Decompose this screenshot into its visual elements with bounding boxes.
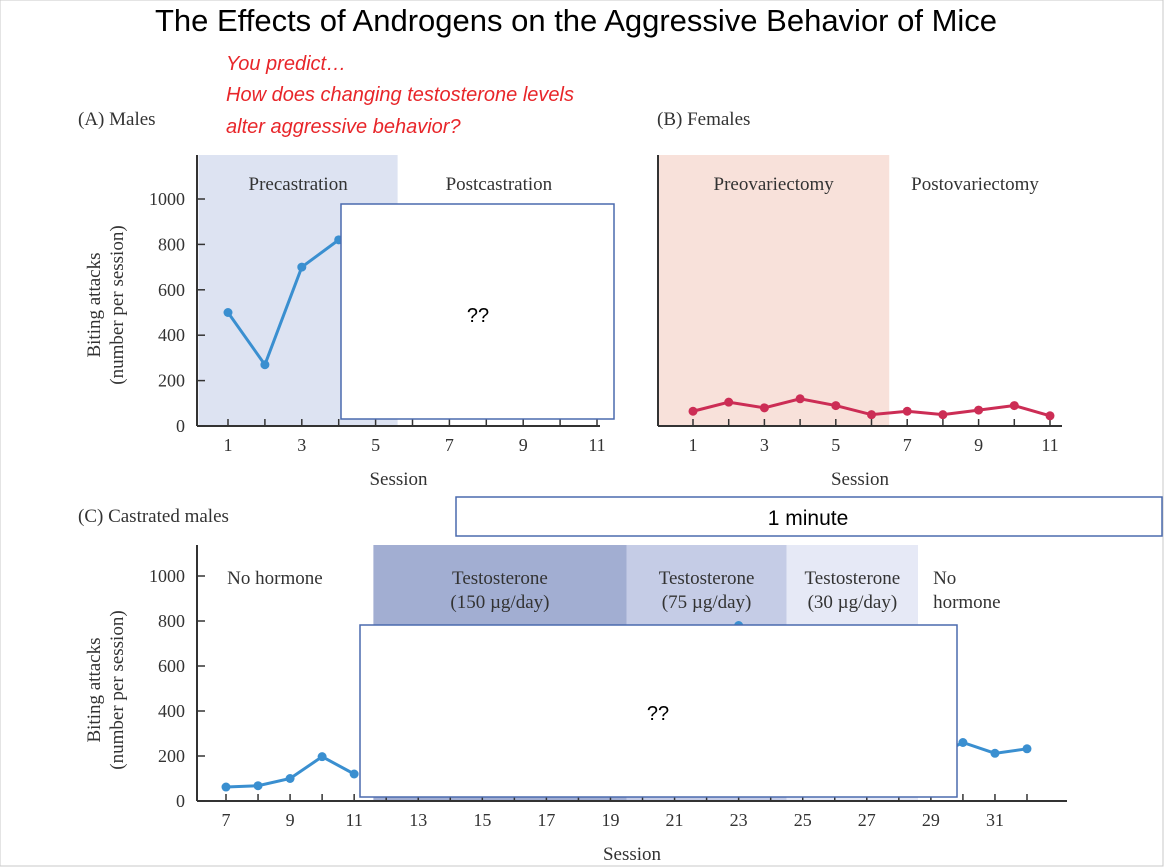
x-tick-label: 3 [760, 435, 769, 455]
x-tick-label: 23 [730, 810, 748, 830]
y-tick-label: 1000 [149, 566, 185, 586]
data-point [317, 752, 327, 762]
phase-label: Postcastration [446, 174, 553, 195]
x-tick-label: 27 [858, 810, 876, 830]
x-tick-label: 1 [224, 435, 233, 455]
phase-label: Postovariectomy [911, 174, 1039, 195]
y-axis-label: Biting attacks [84, 637, 105, 742]
timer-box: 1 minute [455, 496, 1163, 537]
data-point [1022, 744, 1032, 754]
phase-label: No hormone [227, 568, 323, 589]
phase-band [197, 545, 374, 801]
y-tick-label: 600 [158, 656, 185, 676]
data-point [1009, 401, 1019, 411]
series-line [226, 238, 340, 368]
x-tick-label: 13 [409, 810, 427, 830]
y-tick-label: 200 [158, 371, 185, 391]
data-point [867, 410, 876, 420]
y-tick-label: 200 [158, 746, 185, 766]
x-tick-label: 21 [666, 810, 684, 830]
y-axis-label: Biting attacks [84, 252, 105, 357]
slide-title: The Effects of Androgens on the Aggressi… [155, 3, 997, 38]
phase-label: Preovariectomy [714, 174, 835, 195]
phase-label: Testosterone [804, 568, 900, 589]
y-tick-label: 400 [158, 325, 185, 345]
data-point [349, 769, 359, 779]
phase-label: No [933, 568, 956, 589]
y-tick-label: 0 [176, 416, 185, 436]
x-tick-label: 7 [222, 810, 231, 830]
hidden-answer-box-a[interactable]: ?? [340, 203, 615, 420]
y-tick-label: 600 [158, 280, 185, 300]
y-tick-label: 800 [158, 611, 185, 631]
data-point [958, 738, 968, 747]
hidden-label: ?? [467, 305, 489, 327]
data-point [688, 406, 698, 416]
data-point [759, 403, 769, 413]
data-point [1045, 411, 1055, 421]
data-point [221, 782, 231, 792]
phase-label: (30 µg/day) [808, 592, 898, 613]
x-tick-label: 1 [689, 435, 698, 455]
y-tick-label: 0 [176, 791, 185, 811]
data-point [938, 410, 948, 420]
chart-females: Preovariectomy Postovariectomy 1 3 5 7 9 11 Sess… [657, 155, 1062, 490]
prediction-prompt: You predict… How does changing testoster… [226, 53, 574, 138]
data-point [253, 781, 263, 791]
phase-band [889, 155, 1061, 426]
timer-label: 1 minute [768, 507, 849, 530]
y-axis-label: (number per session) [107, 610, 128, 769]
data-point [260, 360, 270, 370]
x-tick-label: 9 [286, 810, 295, 830]
hidden-label: ?? [647, 703, 669, 725]
x-tick-label: 3 [297, 435, 306, 455]
phase-label: hormone [933, 592, 1001, 613]
x-tick-label: 11 [588, 435, 605, 455]
prompt-line: How does changing testosterone levels [226, 84, 574, 106]
x-tick-label: 17 [537, 810, 555, 830]
x-tick-label: 5 [371, 435, 380, 455]
x-tick-label: 31 [986, 810, 1004, 830]
data-point [974, 405, 984, 415]
hidden-answer-box-c[interactable]: ?? [359, 624, 958, 798]
panel-label-b: (B) Females [657, 109, 750, 130]
data-point [297, 262, 307, 272]
y-tick-label: 1000 [149, 189, 185, 209]
data-point [990, 748, 1000, 758]
x-tick-label: 7 [445, 435, 454, 455]
phase-label: (75 µg/day) [662, 592, 752, 613]
panel-label-c: (C) Castrated males [78, 506, 229, 527]
x-tick-label: 9 [974, 435, 983, 455]
y-tick-label: 800 [158, 234, 185, 254]
x-tick-label: 11 [345, 810, 362, 830]
data-point [795, 394, 805, 404]
data-point [831, 401, 841, 411]
phase-band [658, 155, 890, 426]
x-tick-label: 7 [903, 435, 912, 455]
data-point [902, 406, 912, 416]
phase-label: Precastration [249, 174, 349, 195]
phase-label: (150 µg/day) [450, 592, 549, 613]
phase-label: Testosterone [659, 568, 755, 589]
x-tick-label: 15 [473, 810, 491, 830]
x-tick-label: 9 [519, 435, 528, 455]
phase-label: Testosterone [452, 568, 548, 589]
prompt-line: You predict… [226, 53, 346, 75]
x-tick-label: 29 [922, 810, 940, 830]
x-tick-label: 19 [601, 810, 619, 830]
panel-label-a: (A) Males [78, 109, 156, 130]
x-axis-label: Session [831, 469, 890, 490]
y-axis-label: (number per session) [107, 225, 128, 384]
x-tick-label: 11 [1041, 435, 1058, 455]
x-tick-label: 5 [831, 435, 840, 455]
data-point [724, 397, 734, 407]
data-point [285, 774, 295, 783]
x-axis-label: Session [603, 844, 662, 865]
y-tick-label: 400 [158, 701, 185, 721]
x-tick-label: 25 [794, 810, 812, 830]
prompt-line: alter aggressive behavior? [226, 116, 461, 138]
data-point [223, 308, 233, 317]
x-axis-label: Session [369, 469, 428, 490]
